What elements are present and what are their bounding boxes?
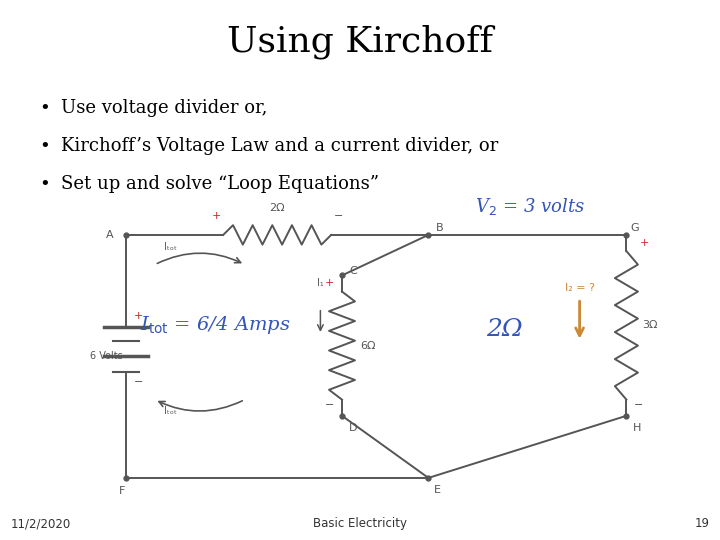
Text: −: − [324, 400, 334, 410]
Text: 3Ω: 3Ω [642, 320, 658, 330]
Text: Iₜₒₜ: Iₜₒₜ [164, 407, 177, 416]
Text: −: − [634, 400, 643, 410]
Text: C: C [349, 266, 356, 276]
Text: +: + [639, 238, 649, 248]
Text: G: G [631, 224, 639, 233]
Text: 11/2/2020: 11/2/2020 [11, 517, 71, 530]
Text: +: + [134, 311, 144, 321]
Text: •: • [40, 99, 50, 117]
Text: 6Ω: 6Ω [360, 341, 376, 350]
Text: I₂ = ?: I₂ = ? [564, 283, 595, 293]
Text: +: + [211, 211, 221, 221]
Text: 19: 19 [694, 517, 709, 530]
Text: Basic Electricity: Basic Electricity [313, 517, 407, 530]
Text: Set up and solve “Loop Equations”: Set up and solve “Loop Equations” [61, 174, 379, 193]
Text: B: B [436, 224, 443, 233]
Text: H: H [633, 423, 642, 433]
Text: −: − [134, 377, 144, 387]
Text: V$_2$ = 3 volts: V$_2$ = 3 volts [475, 196, 585, 217]
Text: •: • [40, 137, 50, 155]
Text: Use voltage divider or,: Use voltage divider or, [61, 99, 268, 117]
Text: I₁: I₁ [317, 278, 324, 288]
Text: +: + [324, 278, 334, 288]
Text: 6 Volts: 6 Volts [90, 352, 122, 361]
Text: 2Ω: 2Ω [269, 203, 285, 213]
Text: 2Ω: 2Ω [486, 318, 522, 341]
Text: Iₜₒₜ: Iₜₒₜ [164, 242, 177, 252]
Text: −: − [333, 211, 343, 221]
Text: D: D [348, 423, 357, 433]
Text: Using Kirchoff: Using Kirchoff [227, 24, 493, 59]
Text: F: F [120, 487, 125, 496]
Text: E: E [433, 485, 441, 495]
Text: •: • [40, 174, 50, 193]
Text: I$_{\rm tot}$ = 6/4 Amps: I$_{\rm tot}$ = 6/4 Amps [140, 314, 291, 336]
Text: A: A [107, 230, 114, 240]
Text: Kirchoff’s Voltage Law and a current divider, or: Kirchoff’s Voltage Law and a current div… [61, 137, 498, 155]
